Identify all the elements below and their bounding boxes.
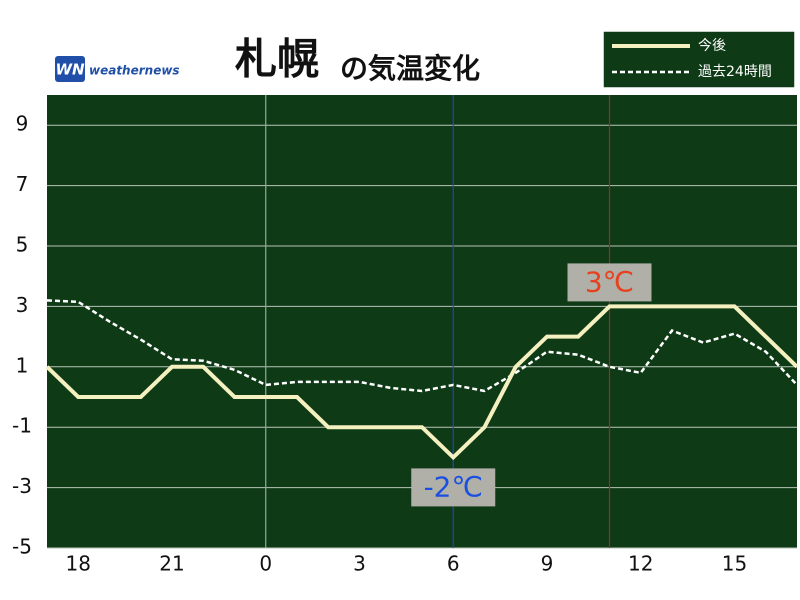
legend-label: 今後 [698,38,726,54]
series-line [46,299,798,393]
y-tick-label: -1 [12,414,32,438]
x-tick-label: 0 [259,552,272,576]
legend-label: 過去24時間 [698,64,772,80]
x-tick-label: 21 [159,552,184,576]
annotation: 3℃ [585,265,634,298]
x-tick-label: 15 [722,552,747,576]
y-tick-label: -3 [12,474,32,498]
logo-mark: WN [55,61,85,79]
x-tick-label: 12 [628,552,653,576]
y-tick-label: 5 [16,233,29,257]
annotation-box [567,263,652,302]
y-tick-label: 1 [16,353,29,377]
annotation-box [411,468,496,507]
y-tick-label: 9 [16,112,29,136]
x-tick-label: 3 [353,552,366,576]
logo-box [55,56,85,82]
y-tick-label: -5 [12,535,32,559]
annotation: -2℃ [424,470,483,503]
logo: WN weathernews [55,56,180,82]
x-tick-label: 6 [447,552,460,576]
chart-title-sub: の気温変化 [340,52,480,85]
chart-title: 札幌 [235,35,319,84]
series-line [45,304,799,461]
logo-text: weathernews [89,64,180,78]
x-tick-label: 9 [541,552,554,576]
y-tick-label: 7 [16,172,29,196]
legend [602,30,796,89]
x-tick-label: 18 [66,552,91,576]
y-tick-label: 3 [16,293,29,317]
